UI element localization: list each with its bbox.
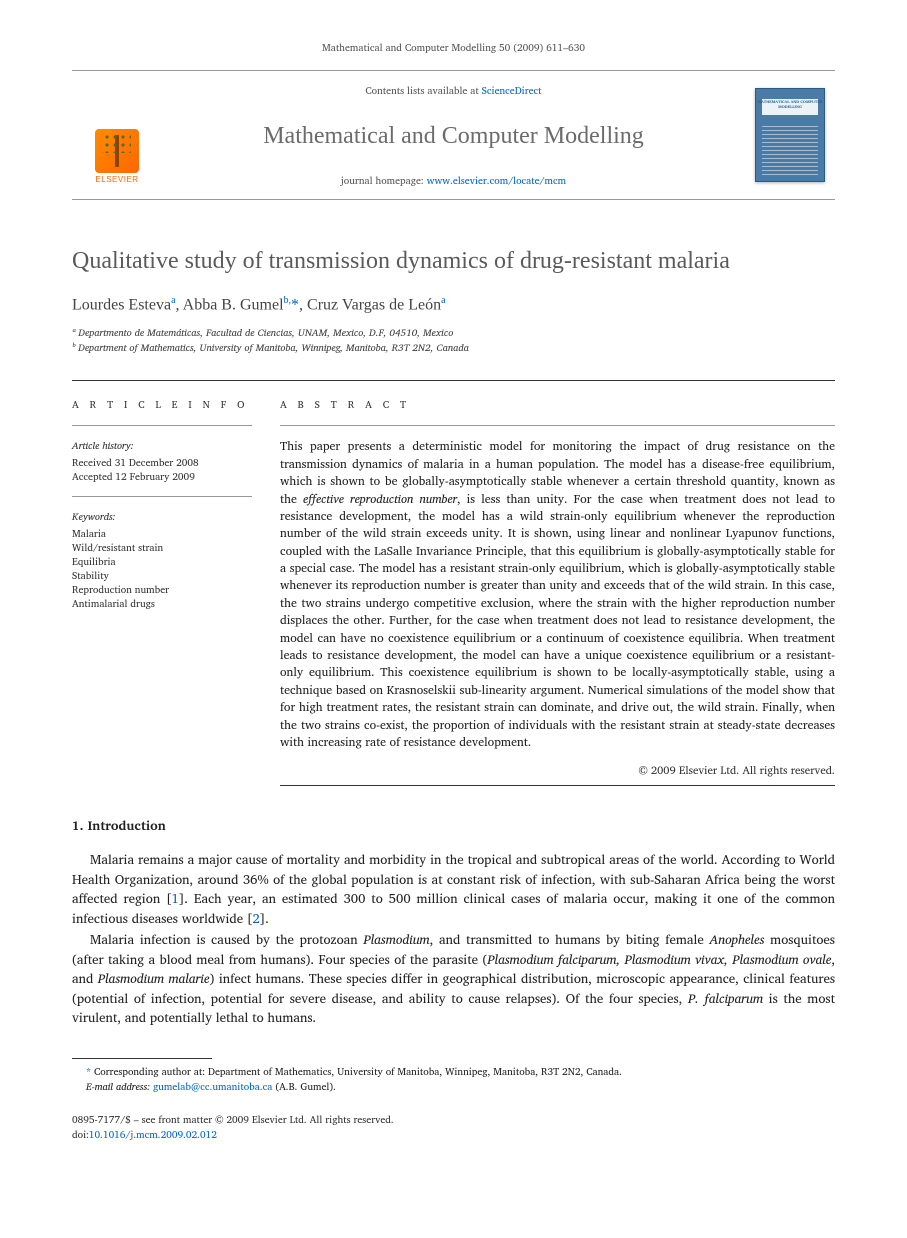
keyword-4: Stability <box>72 569 252 583</box>
page-container: Mathematical and Computer Modelling 50 (… <box>0 0 907 1193</box>
affiliation-b: ᵇ Department of Mathematics, University … <box>72 341 835 356</box>
abstract-copyright: © 2009 Elsevier Ltd. All rights reserved… <box>280 761 835 779</box>
intro-para-1: Malaria remains a major cause of mortali… <box>72 850 835 928</box>
sciencedirect-link[interactable]: ScienceDirect <box>482 83 542 99</box>
email-footnote: E-mail address: gumelab@cc.umanitoba.ca … <box>72 1080 835 1095</box>
keyword-2: Wild/resistant strain <box>72 541 252 555</box>
keyword-1: Malaria <box>72 527 252 541</box>
journal-name: Mathematical and Computer Modelling <box>263 123 644 150</box>
affiliations: ᵃ Departmento de Matemáticas, Facultad d… <box>72 326 835 356</box>
author-list: Lourdes Estevaa, Abba B. Gumelb,*, Cruz … <box>72 295 835 314</box>
abstract-text: This paper presents a deterministic mode… <box>280 438 835 751</box>
issn-copyright-line: 0895-7177/$ – see front matter © 2009 El… <box>72 1113 835 1128</box>
abstract-divider-top <box>280 425 835 426</box>
elsevier-logo[interactable]: ELSEVIER <box>89 129 145 191</box>
doi-label: doi: <box>72 1127 89 1143</box>
article-info-column: A R T I C L E I N F O Article history: R… <box>72 381 252 786</box>
email-author-suffix: (A.B. Gumel). <box>275 1079 336 1095</box>
keyword-6: Antimalarial drugs <box>72 597 252 611</box>
abstract-heading: A B S T R A C T <box>280 397 835 413</box>
received-date: Received 31 December 2008 <box>72 456 252 470</box>
elsevier-tree-icon <box>95 129 139 173</box>
section-1-heading: 1. Introduction <box>72 814 835 836</box>
keyword-3: Equilibria <box>72 555 252 569</box>
abstract-divider-bottom <box>280 785 835 786</box>
abstract-column: A B S T R A C T This paper presents a de… <box>280 381 835 786</box>
author-email-link[interactable]: gumelab@cc.umanitoba.ca <box>153 1079 272 1095</box>
contents-prefix: Contents lists available at <box>365 83 481 99</box>
homepage-prefix: journal homepage: <box>341 173 427 189</box>
article-history-label: Article history: <box>72 438 252 454</box>
asterisk-marker[interactable]: * <box>86 1064 91 1080</box>
accepted-date: Accepted 12 February 2009 <box>72 470 252 484</box>
journal-cover-thumbnail[interactable]: MATHEMATICAL AND COMPUTER MODELLING <box>755 88 825 182</box>
footnote-rule <box>72 1058 212 1059</box>
elsevier-wordmark: ELSEVIER <box>95 175 138 184</box>
running-citation: Mathematical and Computer Modelling 50 (… <box>72 40 835 56</box>
journal-homepage-link[interactable]: www.elsevier.com/locate/mcm <box>427 173 567 189</box>
journal-cover-block: MATHEMATICAL AND COMPUTER MODELLING <box>745 71 835 199</box>
article-title: Qualitative study of transmission dynami… <box>72 248 835 275</box>
info-divider-2 <box>72 496 252 497</box>
masthead-center: Contents lists available at ScienceDirec… <box>162 71 745 199</box>
email-label: E-mail address: <box>86 1079 150 1095</box>
page-footer: 0895-7177/$ – see front matter © 2009 El… <box>72 1113 835 1143</box>
corresponding-author-footnote: * Corresponding author at: Department of… <box>72 1065 835 1080</box>
intro-para-2: Malaria infection is caused by the proto… <box>72 930 835 1028</box>
masthead: ELSEVIER Contents lists available at Sci… <box>72 70 835 200</box>
doi-line: doi:10.1016/j.mcm.2009.02.012 <box>72 1128 835 1143</box>
corresponding-text: Corresponding author at: Department of M… <box>94 1064 622 1080</box>
doi-link[interactable]: 10.1016/j.mcm.2009.02.012 <box>89 1127 217 1143</box>
journal-homepage-line: journal homepage: www.elsevier.com/locat… <box>341 173 566 189</box>
keywords-label: Keywords: <box>72 509 252 525</box>
article-info-heading: A R T I C L E I N F O <box>72 397 252 413</box>
contents-available-line: Contents lists available at ScienceDirec… <box>365 83 541 99</box>
info-divider-1 <box>72 425 252 426</box>
info-abstract-row: A R T I C L E I N F O Article history: R… <box>72 380 835 786</box>
affiliation-a: ᵃ Departmento de Matemáticas, Facultad d… <box>72 326 835 341</box>
cover-title-text: MATHEMATICAL AND COMPUTER MODELLING <box>756 100 824 110</box>
keyword-5: Reproduction number <box>72 583 252 597</box>
publisher-logo-block: ELSEVIER <box>72 71 162 199</box>
